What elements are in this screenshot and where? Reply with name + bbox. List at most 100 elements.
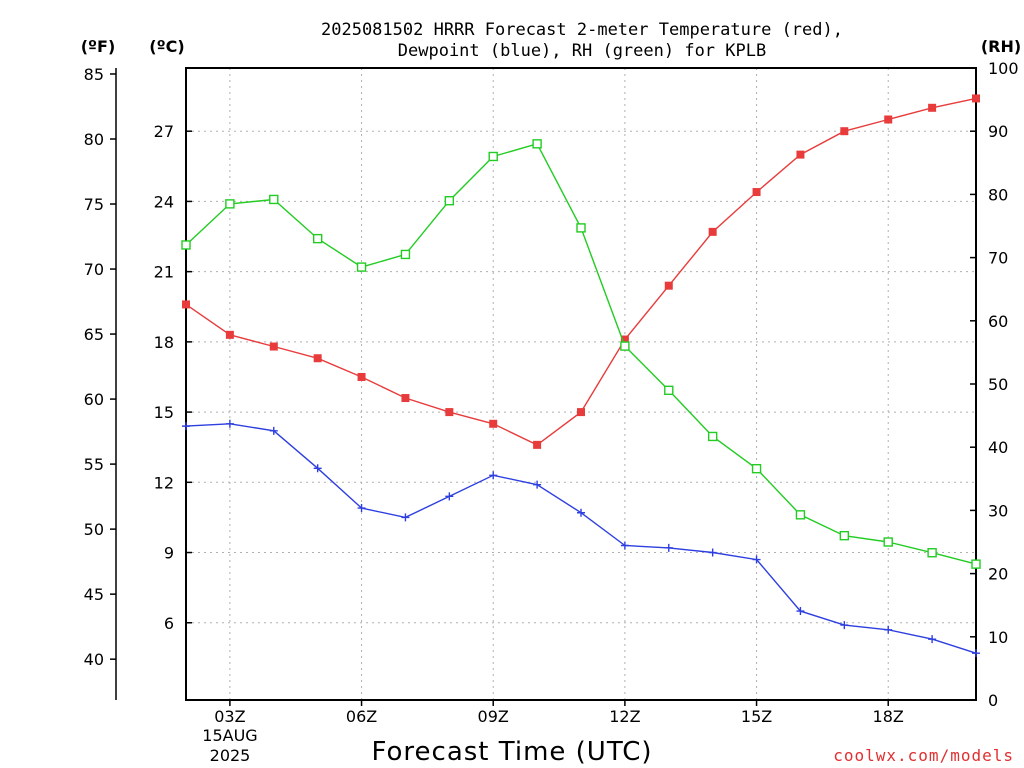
x-tick-label: 18Z <box>873 707 904 726</box>
celsius-tick-label: 18 <box>154 333 174 352</box>
temperature-point <box>620 335 629 344</box>
fahrenheit-tick-label: 45 <box>84 585 104 604</box>
fahrenheit-tick-label: 85 <box>84 65 104 84</box>
rh-tick-label: 60 <box>988 312 1008 331</box>
celsius-unit-label: (ºC) <box>149 37 184 56</box>
celsius-tick-label: 9 <box>164 544 174 563</box>
dewpoint-point <box>752 555 761 564</box>
rh-tick-label: 10 <box>988 628 1008 647</box>
fahrenheit-tick-label: 55 <box>84 455 104 474</box>
temperature-point <box>796 150 805 159</box>
rh-point <box>620 341 630 351</box>
temperature-point <box>664 281 673 290</box>
fahrenheit-tick-label: 65 <box>84 325 104 344</box>
rh-tick-label: 50 <box>988 375 1008 394</box>
rh-point <box>532 139 542 149</box>
celsius-tick-label: 6 <box>164 614 174 633</box>
grid-lines <box>186 68 976 700</box>
dewpoint-point <box>972 649 980 658</box>
celsius-tick-label: 12 <box>154 473 174 492</box>
rh-point <box>444 196 455 206</box>
data-series <box>181 94 981 658</box>
dewpoint-point <box>269 426 278 435</box>
rh-point <box>312 233 323 244</box>
fahrenheit-tick-label: 80 <box>84 130 104 149</box>
temperature-point <box>708 227 717 236</box>
credit-text: coolwx.com/models <box>833 746 1014 765</box>
celsius-tick-label: 21 <box>154 263 174 282</box>
temperature-point <box>840 127 849 136</box>
dewpoint-point <box>664 543 673 552</box>
rh-tick-label: 0 <box>988 691 998 710</box>
rh-point <box>883 537 893 547</box>
temperature-point <box>357 372 366 381</box>
rh-tick-label: 30 <box>988 501 1008 520</box>
temperature-point <box>445 408 454 417</box>
dewpoint-line <box>185 423 977 654</box>
rh-tick-label: 70 <box>988 249 1008 268</box>
dewpoint-point <box>357 504 366 513</box>
dewpoint-point <box>620 541 629 550</box>
temperature-point <box>577 408 585 417</box>
temperature-line <box>185 97 977 446</box>
temperature-point <box>489 419 498 428</box>
fahrenheit-tick-label: 75 <box>84 195 104 214</box>
dewpoint-point <box>928 635 937 644</box>
temperature-point <box>972 94 980 103</box>
rh-point <box>576 223 586 233</box>
x-date-line-2: 2025 <box>210 746 251 765</box>
rh-point <box>751 463 762 474</box>
rh-point <box>356 262 367 272</box>
fahrenheit-tick-label: 40 <box>84 650 104 669</box>
fahrenheit-tick-label: 50 <box>84 520 104 539</box>
rh-point <box>795 510 806 520</box>
rh-tick-label: 90 <box>988 122 1008 141</box>
dewpoint-point <box>445 492 454 501</box>
fahrenheit-unit-label: (ºF) <box>81 37 116 56</box>
temperature-point <box>533 440 542 449</box>
temperature-point <box>313 354 322 363</box>
rh-point <box>707 431 718 442</box>
temperature-point <box>928 103 937 112</box>
rh-line <box>185 142 977 565</box>
rh-point <box>664 385 674 396</box>
chart-title-line-2: Dewpoint (blue), RH (green) for KPLB <box>398 41 766 61</box>
x-axis-label: Forecast Time (UTC) <box>371 737 652 767</box>
dewpoint-point <box>489 471 498 480</box>
rh-tick-label: 80 <box>988 185 1008 204</box>
plot-frame <box>185 67 977 701</box>
temperature-point <box>269 342 278 351</box>
temperature-point <box>401 394 410 403</box>
dewpoint-point <box>708 548 717 557</box>
dewpoint-point <box>401 513 410 522</box>
rh-tick-label: 40 <box>988 438 1008 457</box>
dewpoint-point <box>796 607 805 616</box>
rh-point <box>181 240 191 250</box>
rh-point <box>971 559 981 569</box>
dewpoint-point <box>313 464 322 473</box>
rh-point <box>400 249 411 260</box>
temperature-point <box>182 300 190 309</box>
celsius-tick-label: 15 <box>154 403 174 422</box>
dewpoint-point <box>884 625 893 634</box>
x-tick-label: 15Z <box>741 707 772 726</box>
temperature-point <box>752 188 761 197</box>
fahrenheit-tick-label: 70 <box>84 260 104 279</box>
celsius-tick-label: 24 <box>154 192 174 211</box>
chart-title-line-1: 2025081502 HRRR Forecast 2-meter Tempera… <box>321 20 843 40</box>
rh-point <box>927 548 937 558</box>
dewpoint-point <box>533 480 542 489</box>
rh-point <box>269 194 279 205</box>
dewpoint-point <box>225 419 234 428</box>
x-date-line-1: 15AUG <box>202 726 257 745</box>
rh-point <box>488 151 498 162</box>
fahrenheit-tick-label: 60 <box>84 390 104 409</box>
rh-point <box>839 530 850 541</box>
dewpoint-point <box>182 422 190 431</box>
dewpoint-point <box>577 508 585 517</box>
rh-tick-label: 100 <box>988 59 1019 78</box>
x-tick-label: 06Z <box>346 707 377 726</box>
rh-unit-label: (RH) <box>981 37 1021 56</box>
x-tick-label: 03Z <box>214 707 245 726</box>
